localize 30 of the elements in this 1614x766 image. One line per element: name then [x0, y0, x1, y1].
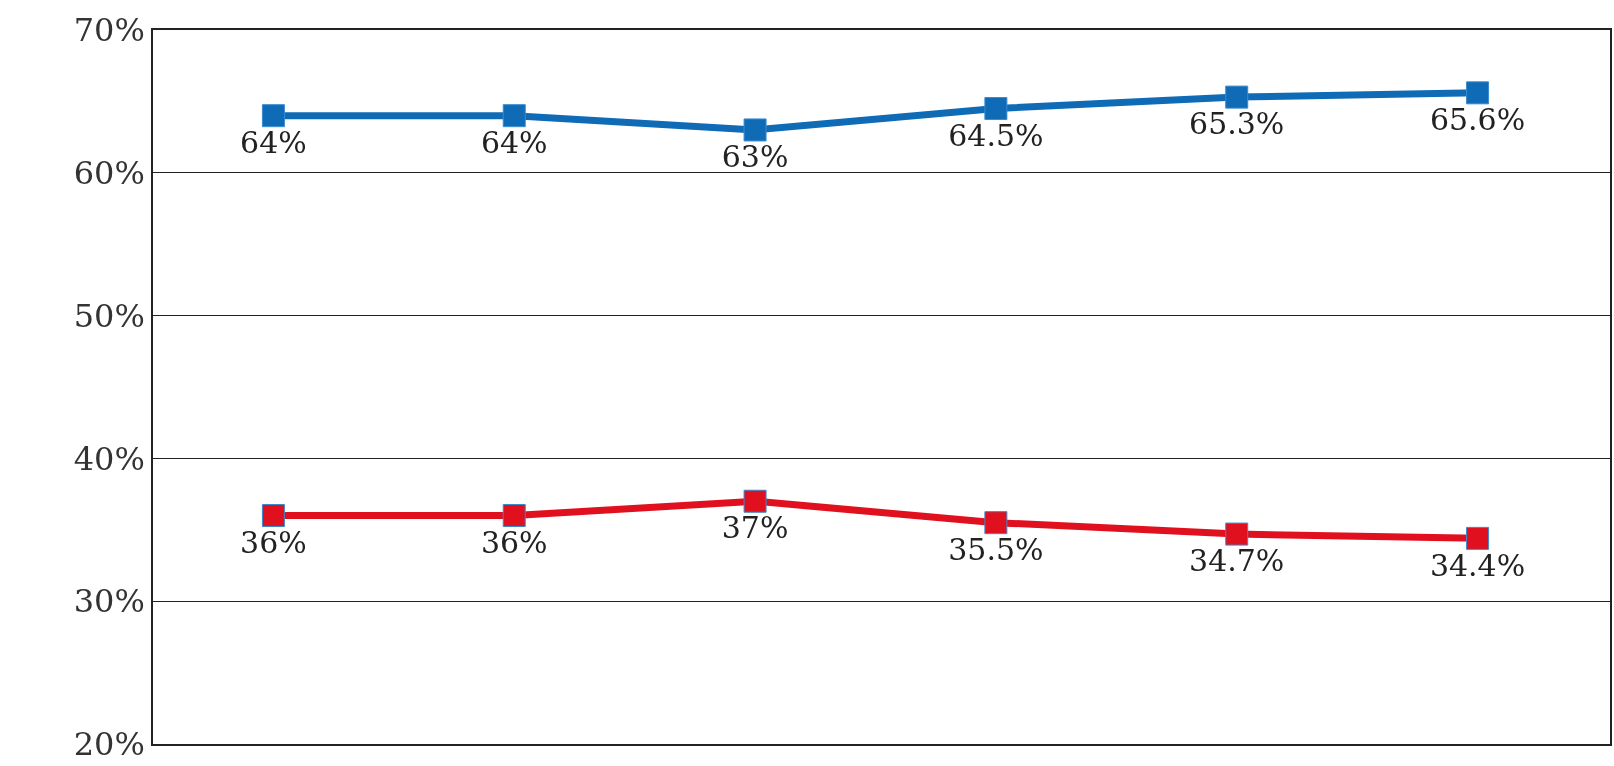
y-tick-label: 70% [73, 11, 145, 50]
data-label: 64% [480, 124, 548, 160]
point [1225, 85, 1249, 109]
y-tick-label: 20% [73, 725, 145, 764]
point [984, 511, 1008, 535]
data-label: 36% [240, 524, 307, 560]
point [261, 504, 285, 528]
y-tick-label: 30% [73, 582, 145, 621]
data-label: 34.7% [1189, 543, 1285, 579]
point [984, 97, 1008, 121]
y-tick-label: 40% [73, 439, 145, 478]
y-tick-label: 60% [73, 154, 145, 192]
point [1466, 526, 1490, 550]
point [502, 104, 526, 128]
data-label: 64% [240, 124, 307, 160]
data-label: 35.5% [948, 531, 1044, 567]
data-label: 63% [721, 139, 789, 175]
point [1466, 81, 1490, 105]
point [743, 489, 767, 513]
point [1225, 522, 1249, 546]
data-label: 65.6% [1429, 102, 1526, 138]
data-label: 34.4% [1429, 547, 1526, 583]
data-label: 36% [480, 524, 548, 560]
point [743, 118, 767, 142]
data-label: 37% [721, 510, 789, 546]
data-label: 65.3% [1189, 106, 1285, 142]
data-label: 64.5% [948, 117, 1044, 153]
point [502, 504, 526, 528]
point [261, 104, 285, 128]
y-tick-label: 50% [73, 296, 145, 335]
